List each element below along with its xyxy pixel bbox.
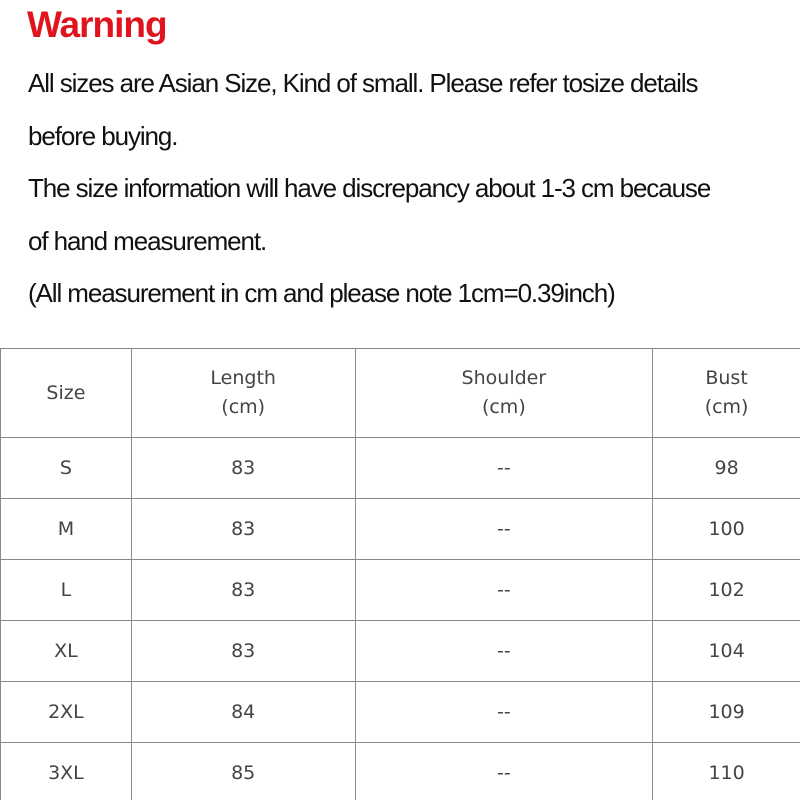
text-line: before buying. — [28, 121, 178, 151]
table-cell: 110 — [652, 742, 800, 800]
header-cell: Size — [0, 348, 132, 438]
table-cell: M — [0, 498, 132, 560]
text-line: (All measurement in cm and please note 1… — [28, 278, 616, 308]
header-row: Size Length (cm) Shoulder (cm) Bust (cm) — [0, 348, 800, 438]
table-cell: XL — [0, 620, 132, 682]
header-cell: Bust (cm) — [652, 348, 800, 438]
table-row: M 83 -- 100 — [0, 498, 800, 560]
size-table: Size Length (cm) Shoulder (cm) Bust (cm) S 83… — [0, 348, 800, 800]
warning-title: Warning — [27, 4, 168, 45]
header-cell: Length (cm) — [130, 348, 356, 438]
table-cell: 2XL — [0, 681, 132, 743]
table-cell: -- — [354, 681, 654, 743]
table-row: L 83 -- 102 — [0, 559, 800, 621]
table-cell: 85 — [130, 742, 356, 800]
table-row: S 83 -- 98 — [0, 437, 800, 499]
table-cell: 98 — [652, 437, 800, 499]
table-cell: -- — [354, 620, 654, 682]
table-cell: 100 — [652, 498, 800, 560]
table-row: 2XL 84 -- 109 — [0, 681, 800, 743]
table-cell: 83 — [130, 437, 356, 499]
text-line: All sizes are Asian Size, Kind of small.… — [28, 68, 699, 98]
table-row: 3XL 85 -- 110 — [0, 742, 800, 800]
table-cell: 83 — [130, 559, 356, 621]
table-cell: -- — [354, 437, 654, 499]
table-cell: L — [0, 559, 132, 621]
table-cell: 109 — [652, 681, 800, 743]
header-cell: Shoulder (cm) — [354, 348, 654, 438]
table-cell: 102 — [652, 559, 800, 621]
table-cell: 3XL — [0, 742, 132, 800]
table-row: XL 83 -- 104 — [0, 620, 800, 682]
table-cell: -- — [354, 559, 654, 621]
table-cell: -- — [354, 742, 654, 800]
table-cell: 104 — [652, 620, 800, 682]
table-cell: 83 — [130, 498, 356, 560]
table-cell: 84 — [130, 681, 356, 743]
table-cell: -- — [354, 498, 654, 560]
table-cell: S — [0, 437, 132, 499]
table-cell: 83 — [130, 620, 356, 682]
text-line: of hand measurement. — [28, 226, 267, 256]
text-line: The size information will have discrepan… — [28, 173, 711, 203]
